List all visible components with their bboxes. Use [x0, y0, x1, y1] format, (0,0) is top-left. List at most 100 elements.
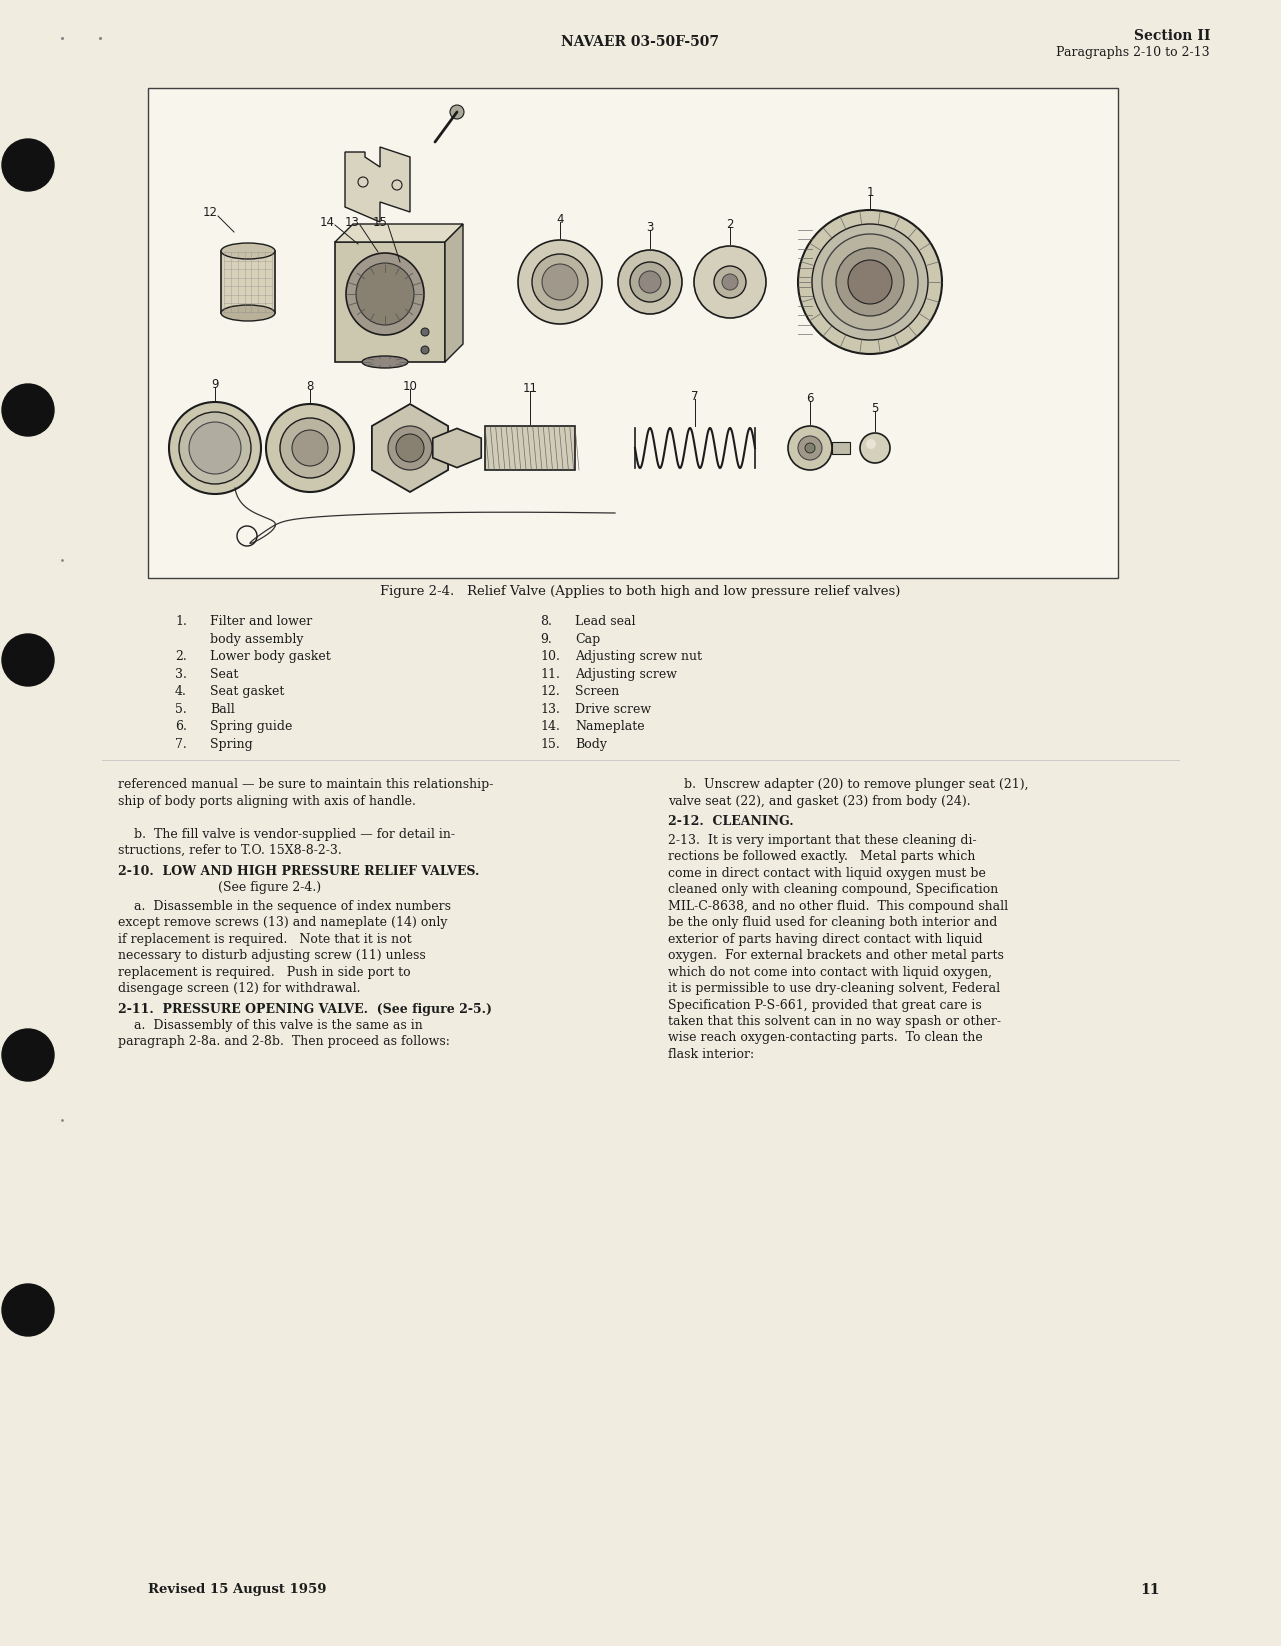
Text: 11.: 11. — [541, 668, 560, 680]
Text: Nameplate: Nameplate — [575, 719, 644, 732]
Text: 10: 10 — [402, 380, 418, 392]
Text: Figure 2-4.   Relief Valve (Applies to both high and low pressure relief valves): Figure 2-4. Relief Valve (Applies to bot… — [379, 586, 901, 599]
Circle shape — [3, 1284, 54, 1337]
Text: Spring guide: Spring guide — [210, 719, 292, 732]
Text: 2-10.  LOW AND HIGH PRESSURE RELIEF VALVES.: 2-10. LOW AND HIGH PRESSURE RELIEF VALVE… — [118, 864, 479, 877]
Text: 8.: 8. — [541, 616, 552, 629]
Circle shape — [292, 430, 328, 466]
Text: 13: 13 — [345, 216, 360, 229]
Text: replacement is required.   Push in side port to: replacement is required. Push in side po… — [118, 966, 411, 978]
Text: exterior of parts having direct contact with liquid: exterior of parts having direct contact … — [667, 933, 983, 945]
Text: 6: 6 — [806, 392, 813, 405]
Bar — [485, 426, 575, 471]
Polygon shape — [345, 146, 410, 222]
Text: Spring: Spring — [210, 737, 252, 751]
Text: which do not come into contact with liquid oxygen,: which do not come into contact with liqu… — [667, 966, 991, 978]
Circle shape — [630, 262, 670, 301]
Circle shape — [860, 433, 890, 463]
Text: b.  The fill valve is vendor-supplied — for detail in-: b. The fill valve is vendor-supplied — f… — [118, 828, 455, 841]
Text: b.  Unscrew adapter (20) to remove plunger seat (21),: b. Unscrew adapter (20) to remove plunge… — [667, 779, 1029, 792]
Text: 4: 4 — [556, 212, 564, 226]
Circle shape — [169, 402, 261, 494]
Text: 9: 9 — [211, 377, 219, 390]
Text: necessary to disturb adjusting screw (11) unless: necessary to disturb adjusting screw (11… — [118, 950, 425, 961]
Text: 12: 12 — [202, 206, 218, 219]
Bar — [222, 250, 275, 313]
Circle shape — [266, 403, 354, 492]
Polygon shape — [371, 403, 448, 492]
Text: MIL-C-8638, and no other fluid.  This compound shall: MIL-C-8638, and no other fluid. This com… — [667, 899, 1008, 912]
Text: 7.: 7. — [175, 737, 187, 751]
Circle shape — [798, 211, 942, 354]
Text: referenced manual — be sure to maintain this relationship-: referenced manual — be sure to maintain … — [118, 779, 493, 792]
Ellipse shape — [356, 263, 414, 324]
Ellipse shape — [363, 356, 409, 369]
Text: flask interior:: flask interior: — [667, 1049, 755, 1062]
Text: (See figure 2-4.): (See figure 2-4.) — [218, 881, 322, 894]
Circle shape — [822, 234, 918, 329]
Circle shape — [190, 421, 241, 474]
Text: Drive screw: Drive screw — [575, 703, 651, 716]
Text: 14.: 14. — [541, 719, 560, 732]
Circle shape — [812, 224, 927, 341]
Text: Seat gasket: Seat gasket — [210, 685, 284, 698]
Text: Adjusting screw: Adjusting screw — [575, 668, 676, 680]
Circle shape — [714, 267, 746, 298]
Circle shape — [639, 272, 661, 293]
Text: 5: 5 — [871, 402, 879, 415]
Text: 3.: 3. — [175, 668, 187, 680]
Text: 2: 2 — [726, 217, 734, 230]
Text: 2.: 2. — [175, 650, 187, 663]
Circle shape — [450, 105, 464, 119]
Text: 2-12.  CLEANING.: 2-12. CLEANING. — [667, 815, 794, 828]
Text: 2-13.  It is very important that these cleaning di-: 2-13. It is very important that these cl… — [667, 833, 976, 846]
Circle shape — [3, 384, 54, 436]
Circle shape — [722, 273, 738, 290]
Text: Revised 15 August 1959: Revised 15 August 1959 — [149, 1583, 327, 1597]
Text: except remove screws (13) and nameplate (14) only: except remove screws (13) and nameplate … — [118, 917, 447, 928]
Text: 15: 15 — [373, 216, 387, 229]
Text: disengage screen (12) for withdrawal.: disengage screen (12) for withdrawal. — [118, 983, 360, 994]
Text: 8: 8 — [306, 380, 314, 392]
Text: 5.: 5. — [175, 703, 187, 716]
Text: cleaned only with cleaning compound, Specification: cleaned only with cleaning compound, Spe… — [667, 882, 998, 895]
Text: structions, refer to T.O. 15X8-8-2-3.: structions, refer to T.O. 15X8-8-2-3. — [118, 844, 342, 858]
Circle shape — [518, 240, 602, 324]
Bar — [831, 443, 851, 454]
Text: Cap: Cap — [575, 632, 601, 645]
Text: Lower body gasket: Lower body gasket — [210, 650, 330, 663]
Text: Screen: Screen — [575, 685, 619, 698]
Polygon shape — [445, 224, 462, 362]
Bar — [149, 87, 1118, 578]
Text: come in direct contact with liquid oxygen must be: come in direct contact with liquid oxyge… — [667, 866, 986, 879]
Text: Filter and lower: Filter and lower — [210, 616, 313, 629]
Text: if replacement is required.   Note that it is not: if replacement is required. Note that it… — [118, 933, 411, 945]
Text: be the only fluid used for cleaning both interior and: be the only fluid used for cleaning both… — [667, 917, 998, 928]
Circle shape — [388, 426, 432, 471]
Text: it is permissible to use dry-cleaning solvent, Federal: it is permissible to use dry-cleaning so… — [667, 983, 1000, 994]
Circle shape — [421, 346, 429, 354]
Circle shape — [396, 435, 424, 463]
Text: body assembly: body assembly — [210, 632, 304, 645]
Text: Lead seal: Lead seal — [575, 616, 635, 629]
Text: 10.: 10. — [541, 650, 560, 663]
Text: Paragraphs 2-10 to 2-13: Paragraphs 2-10 to 2-13 — [1057, 46, 1211, 59]
Circle shape — [3, 1029, 54, 1081]
Circle shape — [3, 138, 54, 191]
Text: 15.: 15. — [541, 737, 560, 751]
Text: 11: 11 — [523, 382, 538, 395]
Text: 6.: 6. — [175, 719, 187, 732]
Text: 2-11.  PRESSURE OPENING VALVE.  (See figure 2-5.): 2-11. PRESSURE OPENING VALVE. (See figur… — [118, 1002, 492, 1016]
Polygon shape — [336, 242, 445, 362]
Polygon shape — [336, 224, 462, 242]
Text: Seat: Seat — [210, 668, 238, 680]
Text: 1: 1 — [866, 186, 874, 199]
Circle shape — [617, 250, 681, 314]
Text: a.  Disassemble in the sequence of index numbers: a. Disassemble in the sequence of index … — [118, 899, 451, 912]
Text: 1.: 1. — [175, 616, 187, 629]
Text: 12.: 12. — [541, 685, 560, 698]
Text: oxygen.  For external brackets and other metal parts: oxygen. For external brackets and other … — [667, 950, 1004, 961]
Circle shape — [804, 443, 815, 453]
Text: 3: 3 — [647, 221, 653, 234]
Circle shape — [694, 245, 766, 318]
